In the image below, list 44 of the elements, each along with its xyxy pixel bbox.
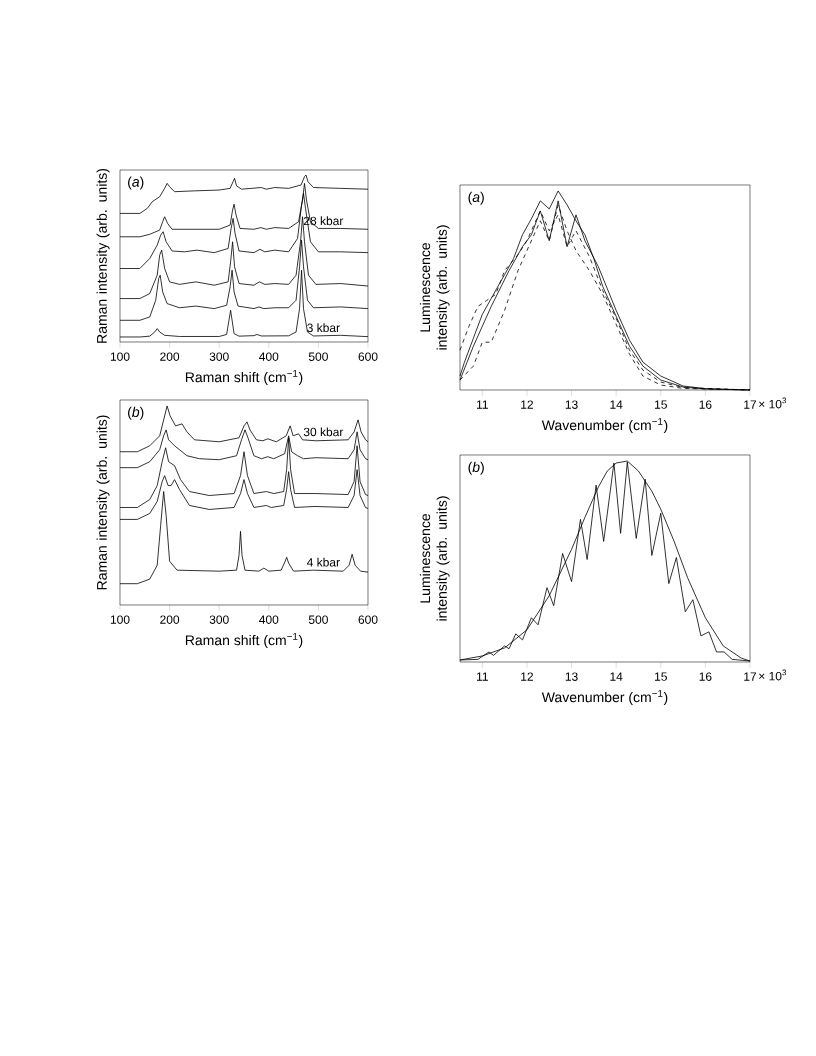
text: × 10$^{3}$	[759, 669, 787, 681]
x-tick-label: 16	[699, 672, 712, 681]
y-axis-title: Raman intensity (arb. units)	[96, 168, 110, 343]
x-tick-label: 13	[565, 672, 578, 681]
x-tick-label: 14	[610, 400, 623, 409]
x-tick-label: 500	[308, 615, 328, 624]
y-axis-title: Luminescence intensity (arb. units)	[419, 496, 450, 621]
series-label: 4 kbar	[306, 557, 340, 567]
x-axis-title: Raman shift (cm$^{−1}$)	[185, 370, 303, 385]
chart-title: (a)	[128, 176, 144, 190]
x-tick-label: 500	[308, 352, 328, 361]
x-axis-title: Raman shift (cm$^{−1}$)	[185, 633, 303, 648]
chart-title: (b)	[468, 461, 484, 475]
x-tick-label: 11	[477, 672, 488, 681]
x-tick-label: 12	[521, 400, 533, 409]
x-tick-label: 16	[699, 400, 712, 409]
x-tick-label: 15	[655, 400, 667, 409]
chart-title: (b)	[128, 406, 144, 420]
x-tick-label: 11	[477, 400, 488, 409]
x-tick-label: 300	[209, 615, 229, 624]
x-axis-title: Wavenumber (cm$^{−1}$)	[541, 690, 668, 705]
x-tick-label: 600	[358, 615, 378, 624]
x-tick-label: 13	[565, 400, 578, 409]
x-tick-label: 600	[358, 352, 378, 361]
chart-title: (a)	[468, 191, 484, 205]
x-tick-label: 400	[259, 615, 279, 624]
x-tick-label: 100	[110, 615, 130, 624]
x-tick-label: 17	[744, 400, 757, 409]
series-label: 3 kbar	[307, 323, 340, 333]
x-tick-label: 300	[209, 352, 229, 361]
series-label: 30 kbar	[303, 427, 344, 437]
x-axis-title: Wavenumber (cm$^{−1}$)	[541, 418, 668, 433]
x-tick-label: 15	[655, 672, 667, 681]
x-tick-label: 12	[521, 672, 533, 681]
x-tick-label: 200	[160, 615, 180, 624]
series-label: 28 kbar	[303, 216, 344, 226]
x-tick-label: 400	[259, 352, 279, 361]
x-tick-label: 14	[610, 672, 623, 681]
x-tick-label: 100	[110, 352, 130, 361]
text: × 10$^{3}$	[759, 397, 787, 409]
x-tick-label: 200	[160, 352, 180, 361]
y-axis-title: Luminescence intensity (arb. units)	[419, 225, 450, 350]
x-tick-label: 17	[744, 672, 757, 681]
y-axis-title: Raman intensity (arb. units)	[96, 415, 110, 590]
